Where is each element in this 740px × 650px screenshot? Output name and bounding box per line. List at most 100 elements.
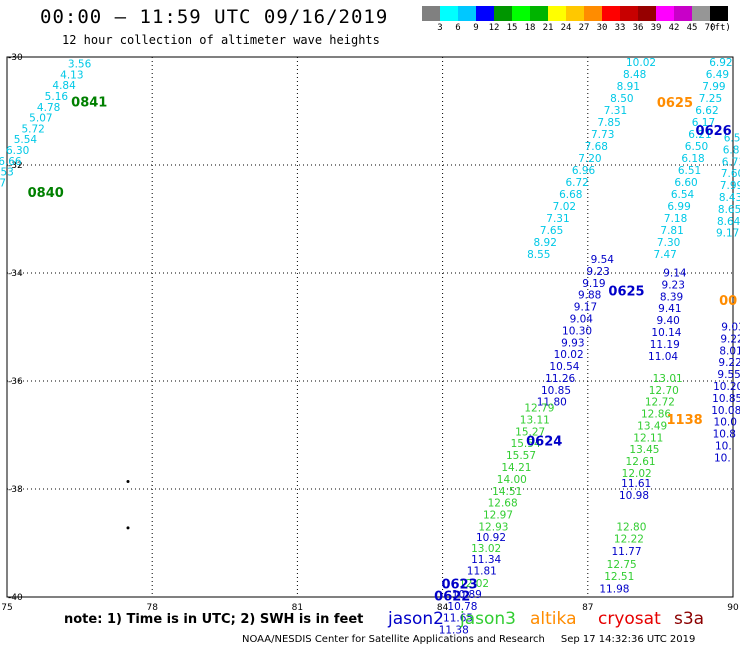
wave-height-value: 8.64 — [717, 216, 740, 228]
colorbar-swatch — [440, 6, 458, 21]
wave-height-value: 6.51 — [678, 165, 701, 177]
wave-height-value: 7.20 — [578, 153, 601, 165]
wave-height-value: 10.02 — [626, 57, 656, 69]
pass-time-label: 0840 — [28, 186, 64, 201]
wave-height-value: 10.8 — [713, 429, 736, 441]
wave-height-value: 15.57 — [506, 450, 536, 462]
wave-height-value: 11.19 — [650, 339, 680, 351]
legend-jason2: jason2 — [388, 609, 444, 629]
colorbar-swatch — [620, 6, 638, 21]
wave-height-value: 12.97 — [483, 510, 513, 522]
wave-height-value: 7.18 — [664, 213, 687, 225]
wave-height-value: 10.54 — [549, 361, 579, 373]
colorbar-swatch — [656, 6, 674, 21]
wave-height-value: 5.16 — [45, 91, 69, 103]
wave-height-value: 6.18 — [681, 153, 704, 165]
wave-height-value: 4.84 — [52, 80, 76, 92]
wave-height-value: 12.51 — [604, 571, 634, 583]
colorbar-swatch — [476, 6, 494, 21]
wave-height-value: 7.73 — [591, 129, 614, 141]
wave-height-value: 6.66 — [0, 156, 22, 168]
wave-height-value: 10. — [715, 440, 732, 452]
wave-height-value: 11.04 — [648, 351, 678, 363]
wave-height-value: 11.34 — [471, 554, 501, 566]
wave-height-value: 10.30 — [562, 325, 592, 337]
wave-height-value: 12.61 — [626, 456, 656, 468]
colorbar-swatch — [530, 6, 548, 21]
wave-height-value: 6.21 — [688, 129, 711, 141]
wave-height-value: 11.26 — [545, 373, 575, 385]
wave-height-value: 6.54 — [671, 189, 695, 201]
colorbar-label: 3 — [437, 23, 443, 33]
wave-height-value: 11.81 — [467, 566, 497, 578]
wave-height-value: 7.65 — [540, 225, 563, 237]
wave-height-value: 7.25 — [699, 93, 722, 105]
wave-height-value: 7.30 — [657, 237, 680, 249]
colorbar-swatch — [674, 6, 692, 21]
colorbar-swatch — [458, 6, 476, 21]
colorbar-label: 18 — [524, 23, 536, 33]
wave-height-value: 10.08 — [711, 405, 740, 417]
wave-height-value: 6.96 — [572, 165, 596, 177]
pass-time-label: 1138 — [667, 413, 703, 428]
colorbar-label: 12 — [488, 23, 500, 33]
wave-height-value: 9.04 — [570, 314, 594, 326]
wave-height-value: 8.92 — [534, 237, 557, 249]
footer-note: note: 1) Time is in UTC; 2) SWH is in fe… — [64, 612, 364, 627]
wave-height-value: 14.51 — [492, 486, 522, 498]
colorbar-label: 27 — [578, 23, 590, 33]
wave-height-value: 6.50 — [685, 141, 708, 153]
colorbar-label: 45 — [686, 23, 698, 33]
colorbar-label: 42 — [668, 23, 680, 33]
colorbar-label: 39 — [650, 23, 662, 33]
wave-height-value: 11.77 — [611, 546, 641, 558]
wave-height-value: 10.02 — [554, 349, 584, 361]
wave-height-value: 10.20 — [713, 381, 740, 393]
wave-height-value: 6.49 — [706, 69, 729, 81]
colorbar-label: 21 — [542, 23, 554, 33]
wave-height-value: 7.31 — [546, 213, 569, 225]
wave-height-value: 12.93 — [478, 521, 508, 533]
wave-height-value: 12.75 — [607, 559, 637, 571]
wave-height-value: 9.14 — [663, 268, 687, 280]
wave-height-value: 12.68 — [488, 498, 518, 510]
page-subtitle: 12 hour collection of altimeter wave hei… — [62, 33, 380, 47]
wave-height-value: 6.73 — [722, 156, 740, 168]
wave-height-value: 8.91 — [617, 81, 640, 93]
wave-height-value: 5.72 — [21, 123, 44, 135]
pass-time-label: 0625 — [657, 96, 693, 111]
wave-height-value: 7.81 — [660, 225, 683, 237]
wave-height-value: 12.11 — [633, 432, 663, 444]
wave-height-value: 10.85 — [712, 393, 740, 405]
colorbar-swatch — [548, 6, 566, 21]
wave-height-value: 13.11 — [520, 414, 550, 426]
wave-height-value: 10.78 — [447, 601, 477, 613]
wave-height-value: 8.65 — [718, 204, 740, 216]
x-tick-label: 87 — [582, 603, 593, 613]
map-frame — [6, 56, 734, 598]
x-tick-label: 81 — [292, 603, 303, 613]
wave-height-value: 11.80 — [537, 397, 567, 409]
wave-height-value: 8.39 — [660, 291, 683, 303]
wave-height-value: 6.80 — [723, 144, 740, 156]
wave-height-value: 9.40 — [656, 315, 679, 327]
colorbar-label: 15 — [506, 23, 518, 33]
colorbar-label: 9 — [473, 23, 479, 33]
wave-height-value: 8.50 — [610, 93, 633, 105]
wave-height-value: 6.30 — [6, 145, 29, 157]
wave-height-value: 6.92 — [709, 57, 732, 69]
wave-height-value: 8.43 — [719, 192, 740, 204]
wave-height-value: 4.78 — [37, 102, 60, 114]
wave-height-value: 3.56 — [68, 59, 92, 71]
wave-height-value: 9.17 — [716, 228, 739, 240]
wave-height-value: 13.49 — [637, 420, 667, 432]
colorbar-label: 30 — [596, 23, 608, 33]
land-dot — [126, 526, 130, 530]
colorbar-swatch — [512, 6, 530, 21]
wave-height-value: 10.89 — [452, 589, 482, 601]
wave-height-value: 7.31 — [604, 105, 627, 117]
land-dot — [126, 479, 130, 483]
wave-height-value: 8.01 — [719, 345, 740, 357]
wave-height-value: 12.70 — [649, 385, 679, 397]
